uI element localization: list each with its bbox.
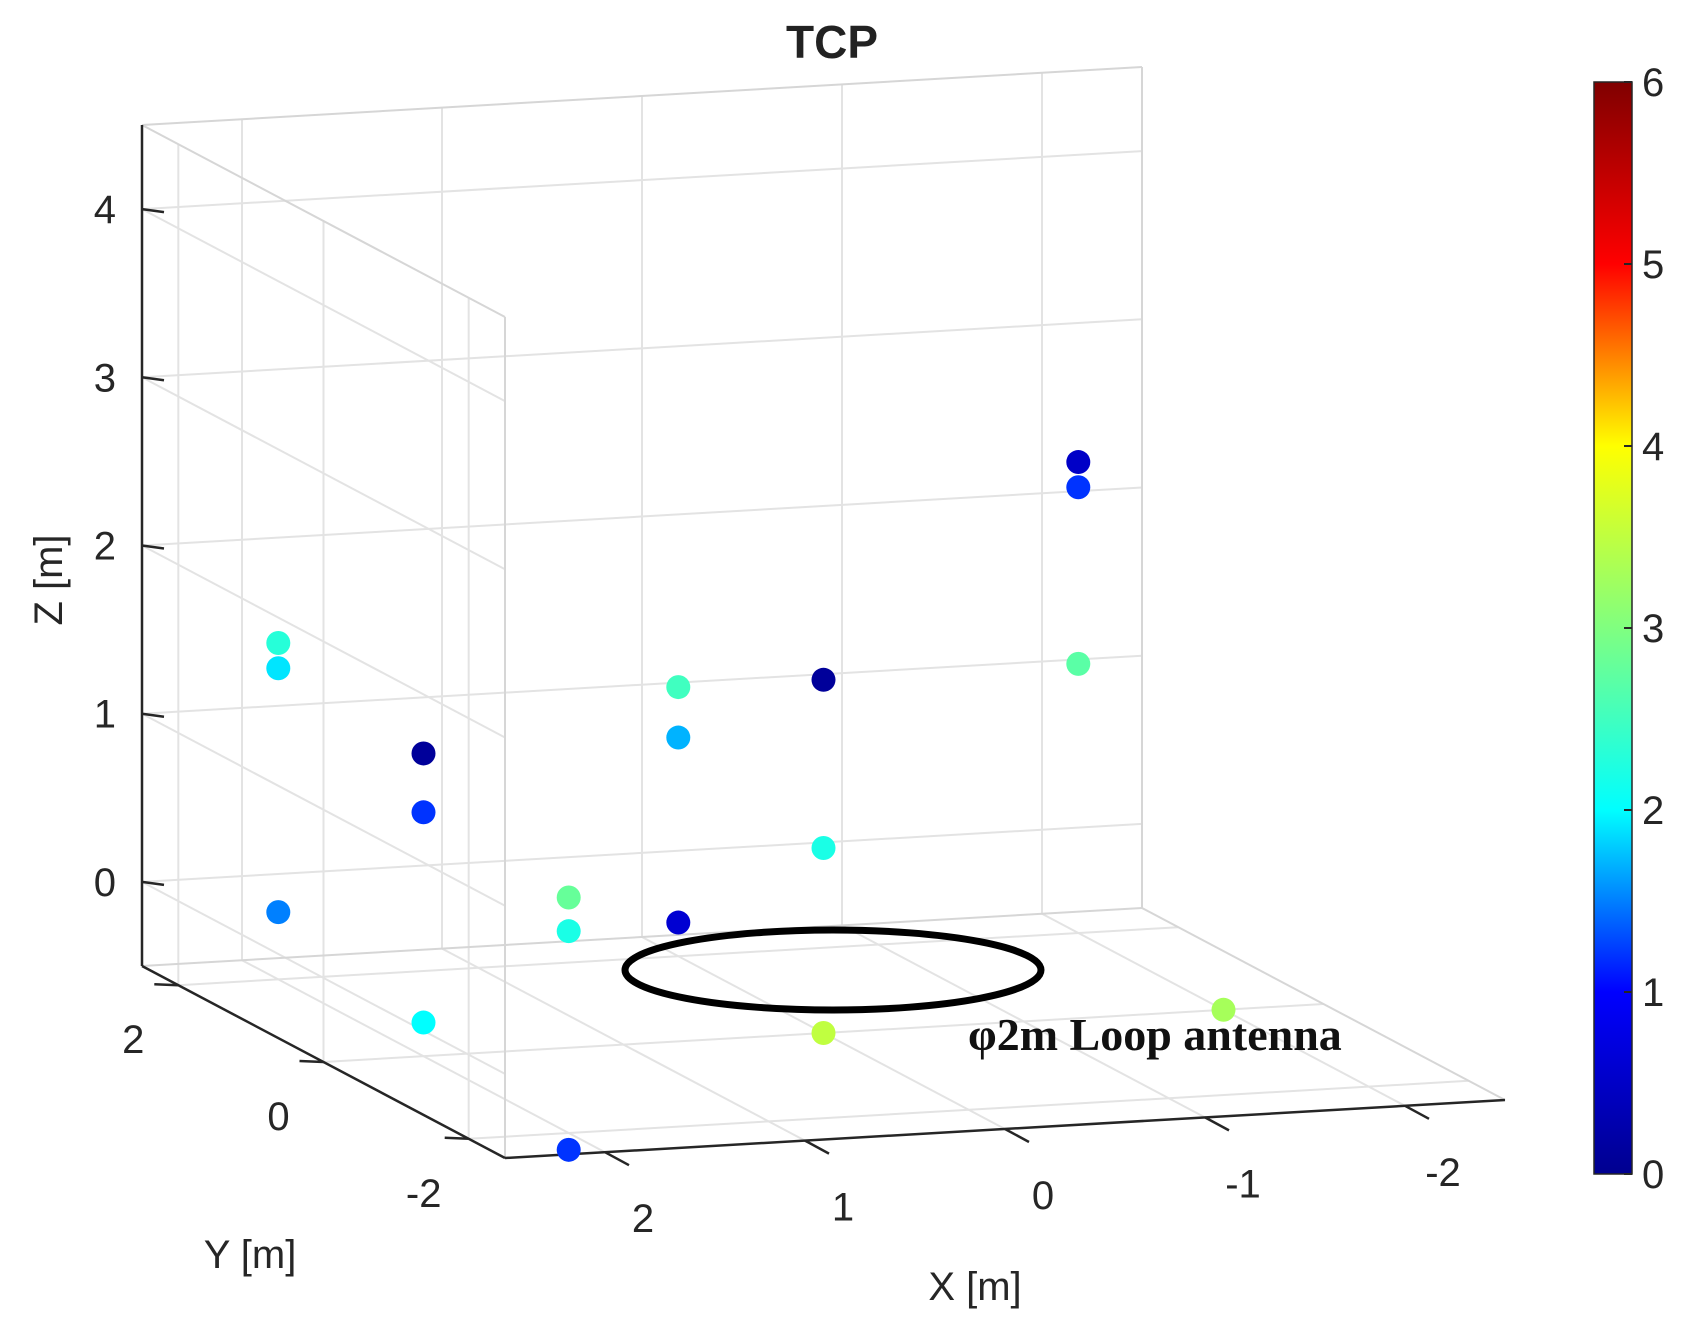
box-edge <box>141 124 506 318</box>
z-tick <box>141 376 165 382</box>
y-tick-label: 2 <box>122 1018 144 1062</box>
x-tick-label: -2 <box>1425 1151 1461 1195</box>
z-tick-label: 3 <box>94 356 116 400</box>
x-tick-label: -1 <box>1225 1162 1261 1206</box>
grid-line-side-z <box>141 544 506 739</box>
grid-line-back-z <box>141 150 1143 211</box>
colorbar-tick-label: 5 <box>1642 243 1664 287</box>
y-tick <box>299 1059 324 1064</box>
data-point <box>556 919 581 944</box>
colorbar-tick-label: 1 <box>1642 971 1664 1015</box>
y-tick <box>154 982 179 987</box>
z-tick <box>141 880 165 887</box>
loop-antenna-annotation: φ2m Loop antenna <box>968 1009 1342 1060</box>
data-point <box>1066 450 1091 475</box>
y-axis-label: Y [m] <box>204 1233 297 1277</box>
colorbar-tick-label: 0 <box>1642 1153 1664 1197</box>
data-point <box>1066 475 1091 500</box>
x-axis-label: X [m] <box>928 1265 1021 1309</box>
x-tick <box>1004 1127 1030 1144</box>
z-tick <box>141 712 165 718</box>
axes-box <box>140 66 1506 1160</box>
colorbar: 0 1 2 3 4 5 6 <box>1593 61 1664 1197</box>
x-tick-label: 0 <box>1032 1174 1054 1218</box>
z-tick-label: 2 <box>94 525 116 569</box>
grid-line-floor-y <box>468 1079 1469 1140</box>
data-point <box>411 800 436 825</box>
data-point <box>1211 997 1236 1022</box>
data-point <box>666 725 691 750</box>
data-point <box>666 675 691 700</box>
y-tick <box>444 1136 469 1141</box>
y-tick-label: 0 <box>267 1095 289 1139</box>
x-tick-label: 2 <box>632 1197 654 1241</box>
x-tick-label: 1 <box>832 1186 854 1230</box>
z-tick <box>141 207 165 214</box>
grid-line-back-z <box>141 318 1143 379</box>
data-point <box>266 631 291 655</box>
data-point <box>266 900 291 925</box>
data-point <box>666 910 691 935</box>
data-point <box>556 1137 581 1162</box>
data-points <box>266 450 1236 1162</box>
data-point <box>811 835 836 860</box>
z-tick-label: 0 <box>94 861 116 905</box>
z-axis-label: Z [m] <box>27 534 71 625</box>
grid-line-back-z <box>141 654 1143 715</box>
tick-marks <box>141 207 1430 1167</box>
loop-antenna <box>621 926 1045 1014</box>
z-tick-label: 1 <box>94 693 116 737</box>
x-tick <box>604 1151 630 1167</box>
tick-labels: 2 1 0 -1 -2 2 0 -2 0 1 2 3 4 <box>94 188 1461 1241</box>
data-point <box>411 741 436 766</box>
chart-title: TCP <box>786 16 878 68</box>
data-point <box>1066 651 1091 676</box>
colorbar-tick-label: 3 <box>1642 607 1664 651</box>
data-point <box>811 667 836 692</box>
box-edge <box>1141 907 1506 1101</box>
grid-lines <box>141 72 1469 1154</box>
data-point <box>556 885 581 910</box>
data-point <box>411 1010 436 1035</box>
grid-line-back-z <box>141 486 1143 547</box>
x-tick <box>1204 1116 1230 1132</box>
x-tick <box>1404 1104 1430 1120</box>
grid-line-back-z <box>141 822 1143 883</box>
data-point <box>266 656 291 681</box>
grid-line-side-z <box>141 881 506 1075</box>
z-tick-label: 4 <box>94 188 116 232</box>
data-point <box>811 1021 836 1045</box>
box-edge <box>141 907 1143 967</box>
y-tick-label: -2 <box>406 1172 442 1216</box>
grid-line-side-z <box>141 208 506 402</box>
box-edge <box>141 66 1143 126</box>
colorbar-tick-label: 2 <box>1642 789 1664 833</box>
colorbar-tick-label: 4 <box>1642 425 1664 469</box>
x-tick <box>804 1139 830 1155</box>
grid-line-side-z <box>141 712 506 907</box>
loop-antenna-ring <box>621 926 1045 1014</box>
z-tick <box>141 544 165 550</box>
grid-line-side-z <box>141 376 506 571</box>
grid-line-floor-y <box>178 926 1179 987</box>
colorbar-tick-label: 6 <box>1642 61 1664 105</box>
